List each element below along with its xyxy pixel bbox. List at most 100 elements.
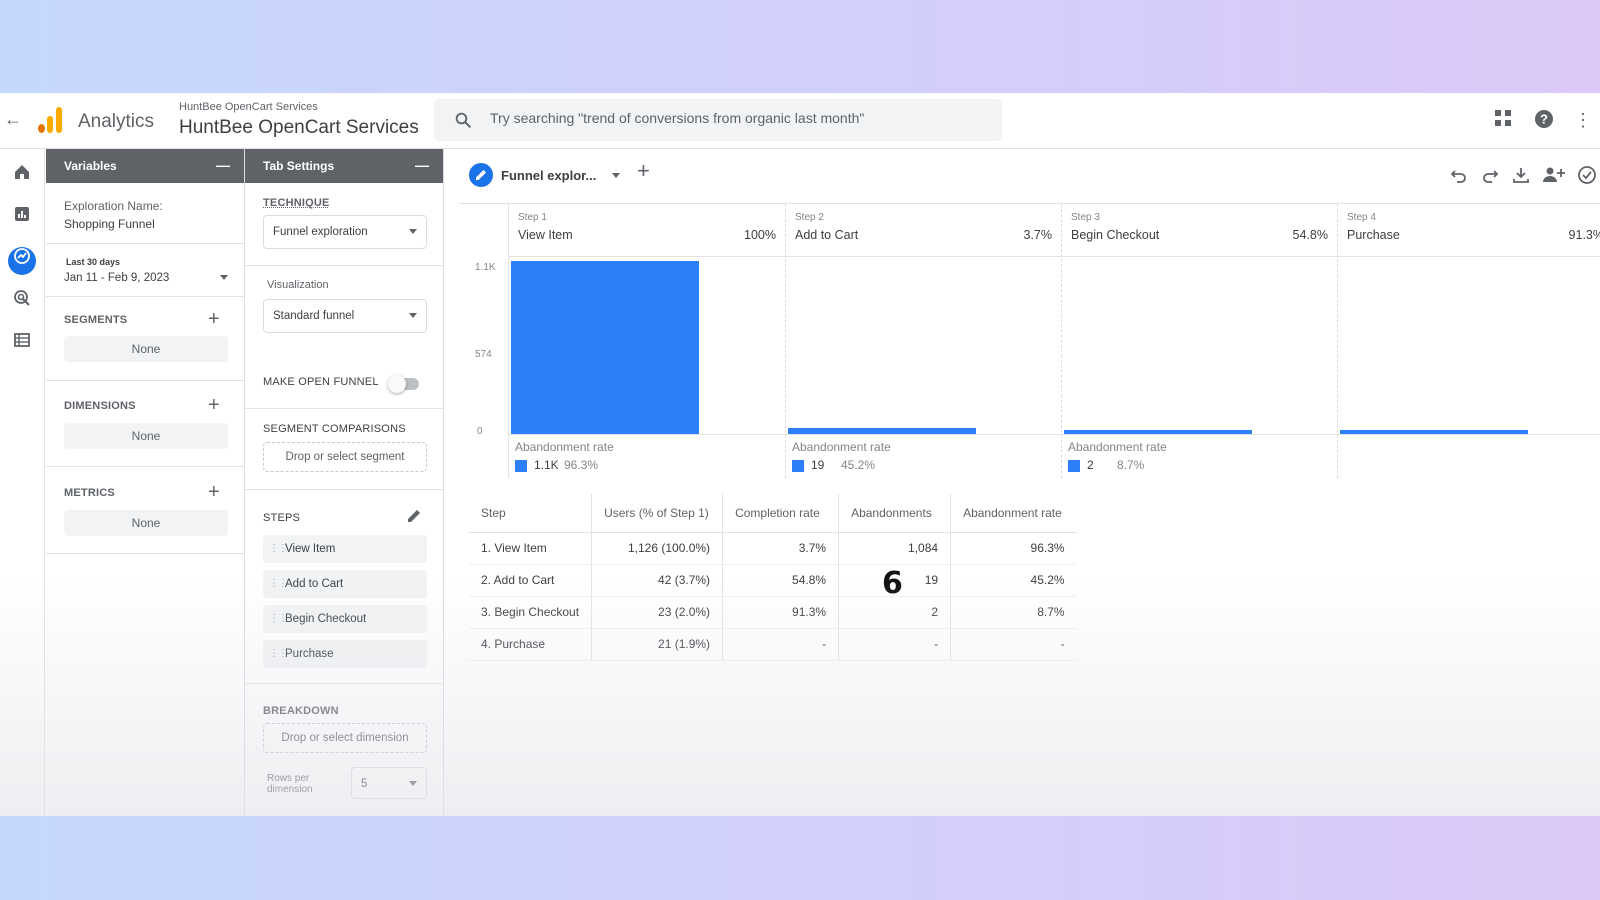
step-number: Step 4 <box>1347 212 1376 223</box>
chevron-down-icon <box>220 275 228 280</box>
more-vert-icon[interactable]: ⋮ <box>1574 110 1592 130</box>
date-range-picker[interactable]: Last 30 days Jan 11 - Feb 9, 2023 <box>56 251 234 291</box>
divider <box>46 466 245 467</box>
search-bar[interactable] <box>434 99 1002 141</box>
visualization-select[interactable]: Standard funnel <box>263 299 427 333</box>
segment-comparisons-label: SEGMENT COMPARISONS <box>263 423 406 435</box>
table-cell: 1,084 <box>838 532 951 565</box>
drag-handle-icon[interactable]: ⋮⋮ <box>269 648 288 659</box>
abandonment-rate: 8.7% <box>1117 458 1145 472</box>
step-header-rule <box>509 256 785 257</box>
table-cell: 23 (2.0%) <box>591 596 723 629</box>
add-metric-icon[interactable]: + <box>208 481 220 503</box>
overlay-step-number: 6 <box>882 566 903 601</box>
search-icon <box>455 112 471 128</box>
help-icon[interactable]: ? <box>1533 109 1555 131</box>
add-segment-icon[interactable]: + <box>208 308 220 330</box>
check-circle-icon[interactable] <box>1577 165 1597 185</box>
visualization-value: Standard funnel <box>273 310 355 322</box>
step-chip-begin-checkout[interactable]: ⋮⋮ Begin Checkout <box>263 605 427 633</box>
abandonment-label: Abandonment rate <box>1068 440 1167 454</box>
step-percentage: 100% <box>744 228 776 242</box>
column-header[interactable]: Users (% of Step 1) <box>591 494 723 533</box>
search-input[interactable] <box>490 110 990 126</box>
abandonment-count: 2 <box>1087 458 1094 472</box>
table-row[interactable]: 3. Begin Checkout 23 (2.0%) 91.3% 2 8.7% <box>469 596 1077 629</box>
funnel-step-column: Step 1 View Item 100% Abandonment rate 1.1K 9… <box>509 204 785 478</box>
property-name[interactable]: HuntBee OpenCart Services <box>179 117 419 138</box>
breakdown-drop-zone[interactable]: Drop or select dimension <box>263 723 427 753</box>
chevron-down-icon <box>409 781 417 786</box>
divider <box>46 380 245 381</box>
download-icon[interactable] <box>1511 165 1531 185</box>
table-row[interactable]: 4. Purchase 21 (1.9%) - - - <box>469 628 1077 661</box>
home-icon[interactable] <box>8 163 36 191</box>
funnel-bar[interactable] <box>1340 430 1528 434</box>
table-body: 1. View Item 1,126 (100.0%) 3.7% 1,084 96.3%… <box>469 532 1077 661</box>
column-header[interactable]: Abandonments <box>838 494 951 533</box>
funnel-bar[interactable] <box>511 261 699 434</box>
redo-icon[interactable] <box>1480 165 1500 185</box>
funnel-bar[interactable] <box>788 427 976 434</box>
y-tick-label: 574 <box>475 349 492 360</box>
table-cell: 54.8% <box>722 564 839 597</box>
table-cell: 19 <box>838 564 951 597</box>
step-name: Add to Cart <box>795 228 859 242</box>
table-header-row: Step Users (% of Step 1) Completion rate… <box>469 494 1077 533</box>
reports-icon[interactable] <box>8 205 36 233</box>
exploration-name[interactable]: Shopping Funnel <box>64 217 155 231</box>
drag-handle-icon[interactable]: ⋮⋮ <box>269 613 288 624</box>
step-number: Step 1 <box>518 212 547 223</box>
funnel-bar[interactable] <box>1064 430 1252 434</box>
minimize-icon[interactable]: — <box>216 157 230 173</box>
technique-select[interactable]: Funnel exploration <box>263 215 427 249</box>
drag-handle-icon[interactable]: ⋮⋮ <box>269 543 288 554</box>
chevron-down-icon[interactable] <box>612 173 620 178</box>
table-cell: 91.3% <box>722 596 839 629</box>
edit-steps-icon[interactable] <box>405 507 423 525</box>
undo-icon[interactable] <box>1449 165 1469 185</box>
divider <box>46 296 245 297</box>
column-header[interactable]: Abandonment rate <box>950 494 1077 533</box>
variables-header: Variables — <box>46 149 244 183</box>
edit-pencil-icon[interactable] <box>469 163 493 187</box>
divider <box>46 553 245 554</box>
segment-drop-zone[interactable]: Drop or select segment <box>263 442 427 472</box>
explore-icon[interactable] <box>8 247 36 275</box>
step-chip-add-to-cart[interactable]: ⋮⋮ Add to Cart <box>263 570 427 598</box>
tab-settings-title: Tab Settings <box>263 159 335 173</box>
advertising-icon[interactable] <box>8 289 36 317</box>
minimize-icon[interactable]: — <box>415 157 429 173</box>
toggle-knob <box>388 375 406 393</box>
y-tick-label: 0 <box>477 426 483 437</box>
table-row[interactable]: 2. Add to Cart 42 (3.7%) 54.8% 19 45.2% <box>469 564 1077 597</box>
analytics-logo-icon <box>38 107 64 133</box>
rows-per-dimension-value: 5 <box>361 778 368 790</box>
step-chip-view-item[interactable]: ⋮⋮ View Item <box>263 535 427 563</box>
rows-per-dimension-select[interactable]: 5 <box>351 767 427 799</box>
add-dimension-icon[interactable]: + <box>208 394 220 416</box>
x-axis-baseline <box>508 434 1600 435</box>
column-header[interactable]: Step <box>469 494 592 533</box>
table-cell: 4. Purchase <box>469 628 592 661</box>
back-arrow-icon[interactable]: ← <box>4 109 22 129</box>
apps-grid-icon[interactable] <box>1492 109 1514 131</box>
drag-handle-icon[interactable]: ⋮⋮ <box>269 578 288 589</box>
add-tab-icon[interactable]: + <box>637 158 650 183</box>
step-chip-label: Add to Cart <box>285 578 344 590</box>
technique-value: Funnel exploration <box>273 226 368 238</box>
step-chip-purchase[interactable]: ⋮⋮ Purchase <box>263 640 427 668</box>
app-name: Analytics <box>78 111 155 132</box>
column-header[interactable]: Completion rate <box>722 494 839 533</box>
account-name[interactable]: HuntBee OpenCart Services <box>179 101 318 113</box>
abandonment-swatch <box>792 460 804 472</box>
table-cell: 45.2% <box>950 564 1077 597</box>
table-cell: 3. Begin Checkout <box>469 596 592 629</box>
tab-settings-header: Tab Settings — <box>245 149 443 183</box>
share-user-icon[interactable] <box>1542 165 1566 185</box>
date-range: Jan 11 - Feb 9, 2023 <box>64 272 170 284</box>
configure-list-icon[interactable] <box>8 331 36 359</box>
variables-panel: Variables — Exploration Name: Shopping F… <box>46 149 245 816</box>
table-row[interactable]: 1. View Item 1,126 (100.0%) 3.7% 1,084 96.3% <box>469 532 1077 565</box>
open-funnel-toggle[interactable] <box>388 375 419 393</box>
